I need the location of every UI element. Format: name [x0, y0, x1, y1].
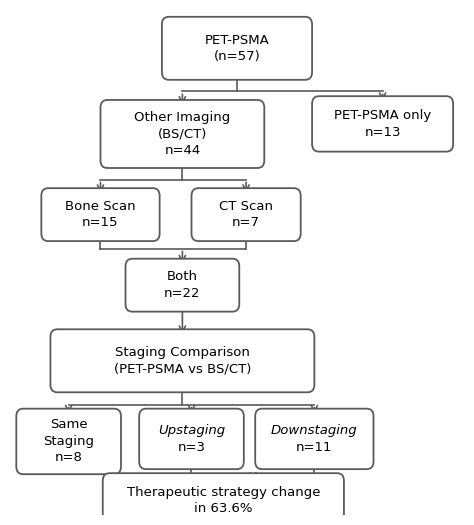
- FancyBboxPatch shape: [191, 188, 301, 241]
- Text: Staging Comparison
(PET-PSMA vs BS/CT): Staging Comparison (PET-PSMA vs BS/CT): [114, 346, 251, 375]
- Text: Both
n=22: Both n=22: [164, 270, 201, 300]
- FancyBboxPatch shape: [16, 408, 121, 474]
- Text: n=11: n=11: [296, 441, 333, 454]
- Text: PET-PSMA only
n=13: PET-PSMA only n=13: [334, 109, 431, 139]
- Text: Therapeutic strategy change
in 63.6%: Therapeutic strategy change in 63.6%: [127, 486, 320, 515]
- Text: Other Imaging
(BS/CT)
n=44: Other Imaging (BS/CT) n=44: [134, 111, 230, 157]
- FancyBboxPatch shape: [139, 408, 244, 469]
- Text: Bone Scan
n=15: Bone Scan n=15: [65, 200, 136, 229]
- Text: Downstaging: Downstaging: [271, 424, 358, 437]
- FancyBboxPatch shape: [312, 96, 453, 152]
- FancyBboxPatch shape: [162, 17, 312, 80]
- FancyBboxPatch shape: [50, 329, 314, 392]
- FancyBboxPatch shape: [100, 100, 264, 168]
- Text: CT Scan
n=7: CT Scan n=7: [219, 200, 273, 229]
- FancyBboxPatch shape: [41, 188, 160, 241]
- Text: Upstaging: Upstaging: [158, 424, 225, 437]
- FancyBboxPatch shape: [103, 473, 344, 525]
- Text: Same
Staging
n=8: Same Staging n=8: [43, 418, 94, 465]
- Text: PET-PSMA
(n=57): PET-PSMA (n=57): [205, 34, 269, 63]
- FancyBboxPatch shape: [126, 259, 239, 312]
- FancyBboxPatch shape: [255, 408, 374, 469]
- Text: n=3: n=3: [177, 441, 206, 454]
